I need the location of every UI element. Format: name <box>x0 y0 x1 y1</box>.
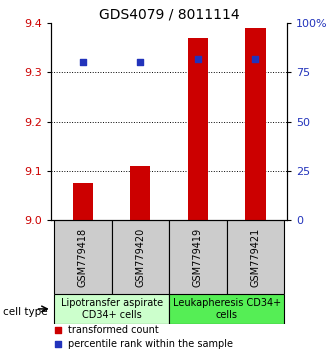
Bar <box>54 294 169 324</box>
Point <box>138 59 143 65</box>
Text: GSM779420: GSM779420 <box>135 228 145 287</box>
Text: Leukapheresis CD34+
cells: Leukapheresis CD34+ cells <box>173 298 281 320</box>
Bar <box>188 38 208 220</box>
Text: GSM779418: GSM779418 <box>78 228 88 287</box>
Point <box>253 56 258 61</box>
Bar <box>246 28 266 220</box>
Point <box>195 56 201 61</box>
Bar <box>169 294 284 324</box>
Title: GDS4079 / 8011114: GDS4079 / 8011114 <box>99 8 240 22</box>
Text: GSM779419: GSM779419 <box>193 228 203 287</box>
Text: transformed count: transformed count <box>68 325 158 335</box>
Bar <box>227 220 284 294</box>
Bar <box>112 220 169 294</box>
Bar <box>73 183 93 220</box>
Point <box>55 341 61 347</box>
Text: percentile rank within the sample: percentile rank within the sample <box>68 339 233 349</box>
Bar <box>54 220 112 294</box>
Text: cell type: cell type <box>3 307 48 317</box>
Text: GSM779421: GSM779421 <box>250 228 260 287</box>
Point <box>80 59 85 65</box>
Point <box>55 327 61 333</box>
Bar <box>130 166 150 220</box>
Text: Lipotransfer aspirate
CD34+ cells: Lipotransfer aspirate CD34+ cells <box>60 298 163 320</box>
Bar <box>169 220 227 294</box>
